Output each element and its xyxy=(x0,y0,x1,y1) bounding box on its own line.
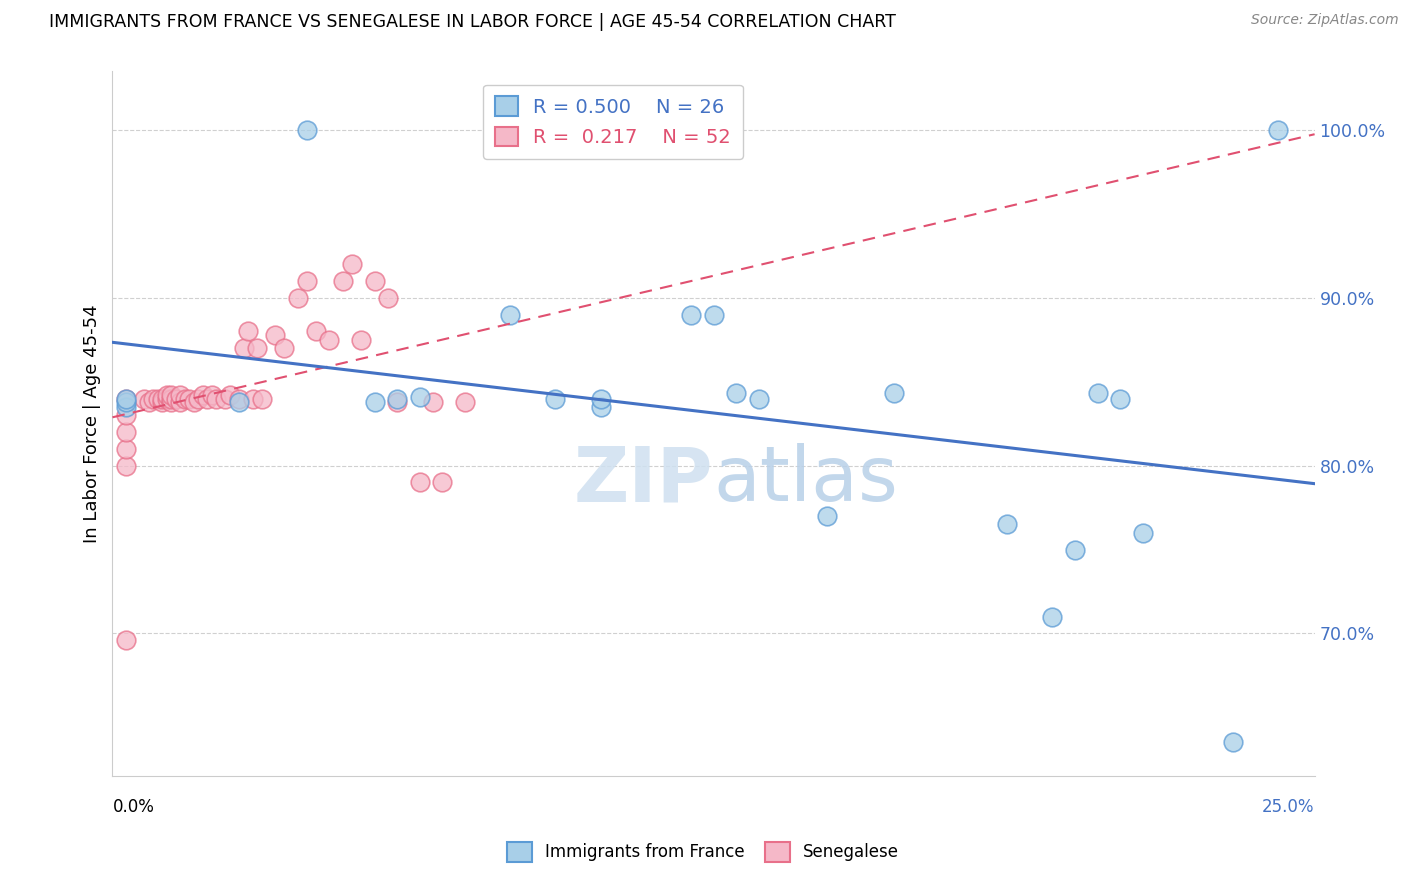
Point xyxy=(883,386,905,401)
Point xyxy=(702,308,725,322)
Point xyxy=(725,386,748,401)
Legend: R = 0.500    N = 26, R =  0.217    N = 52: R = 0.500 N = 26, R = 0.217 N = 52 xyxy=(482,85,742,159)
Point xyxy=(169,388,191,402)
Point xyxy=(363,395,385,409)
Point xyxy=(115,392,138,406)
Point xyxy=(1042,609,1064,624)
Point xyxy=(1087,386,1109,401)
Point xyxy=(332,274,354,288)
Point xyxy=(422,395,444,409)
Point xyxy=(305,325,328,339)
Point xyxy=(995,517,1018,532)
Point xyxy=(385,395,409,409)
Point xyxy=(165,392,187,406)
Point xyxy=(295,123,318,137)
Text: 25.0%: 25.0% xyxy=(1263,798,1315,816)
Point xyxy=(156,388,179,402)
Legend: Immigrants from France, Senegalese: Immigrants from France, Senegalese xyxy=(501,835,905,869)
Point xyxy=(214,392,236,406)
Point xyxy=(205,392,228,406)
Text: IMMIGRANTS FROM FRANCE VS SENEGALESE IN LABOR FORCE | AGE 45-54 CORRELATION CHAR: IMMIGRANTS FROM FRANCE VS SENEGALESE IN … xyxy=(49,13,896,31)
Point xyxy=(350,333,373,347)
Point xyxy=(264,327,287,342)
Point xyxy=(250,392,273,406)
Point xyxy=(1064,542,1087,557)
Point xyxy=(409,390,432,404)
Point xyxy=(273,341,295,355)
Point xyxy=(1109,392,1132,406)
Point xyxy=(228,392,250,406)
Point xyxy=(160,388,183,402)
Point xyxy=(183,395,205,409)
Point xyxy=(232,341,254,355)
Point xyxy=(195,392,219,406)
Point xyxy=(160,395,183,409)
Point xyxy=(499,308,522,322)
Point xyxy=(179,392,201,406)
Point xyxy=(432,475,454,490)
Point xyxy=(115,425,138,439)
Point xyxy=(748,392,770,406)
Point xyxy=(242,392,264,406)
Point xyxy=(318,333,340,347)
Point xyxy=(1222,735,1244,749)
Point xyxy=(187,392,209,406)
Point xyxy=(146,392,169,406)
Point xyxy=(132,392,156,406)
Point xyxy=(454,395,477,409)
Point xyxy=(295,274,318,288)
Point xyxy=(150,392,173,406)
Point xyxy=(115,409,138,423)
Point xyxy=(201,388,224,402)
Point xyxy=(377,291,399,305)
Point xyxy=(385,392,409,406)
Point xyxy=(1267,123,1289,137)
Point xyxy=(115,458,138,473)
Point xyxy=(340,257,363,271)
Text: 0.0%: 0.0% xyxy=(112,798,155,816)
Point xyxy=(363,274,385,288)
Point xyxy=(191,388,214,402)
Point xyxy=(115,400,138,414)
Y-axis label: In Labor Force | Age 45-54: In Labor Force | Age 45-54 xyxy=(83,304,101,543)
Point xyxy=(287,291,309,305)
Point xyxy=(169,395,191,409)
Point xyxy=(589,392,612,406)
Point xyxy=(138,395,160,409)
Point xyxy=(156,392,179,406)
Point xyxy=(142,392,165,406)
Point xyxy=(150,395,173,409)
Point xyxy=(219,388,242,402)
Point xyxy=(236,325,259,339)
Point xyxy=(544,392,567,406)
Point xyxy=(115,395,138,409)
Text: ZIP: ZIP xyxy=(574,443,713,517)
Point xyxy=(589,400,612,414)
Text: Source: ZipAtlas.com: Source: ZipAtlas.com xyxy=(1251,13,1399,28)
Point xyxy=(815,508,838,523)
Point xyxy=(160,392,183,406)
Point xyxy=(228,395,250,409)
Point xyxy=(115,392,138,406)
Text: atlas: atlas xyxy=(713,443,898,517)
Point xyxy=(115,442,138,456)
Point xyxy=(409,475,432,490)
Point xyxy=(1132,525,1154,540)
Point xyxy=(246,341,269,355)
Point xyxy=(173,392,195,406)
Point xyxy=(115,633,138,648)
Point xyxy=(679,308,702,322)
